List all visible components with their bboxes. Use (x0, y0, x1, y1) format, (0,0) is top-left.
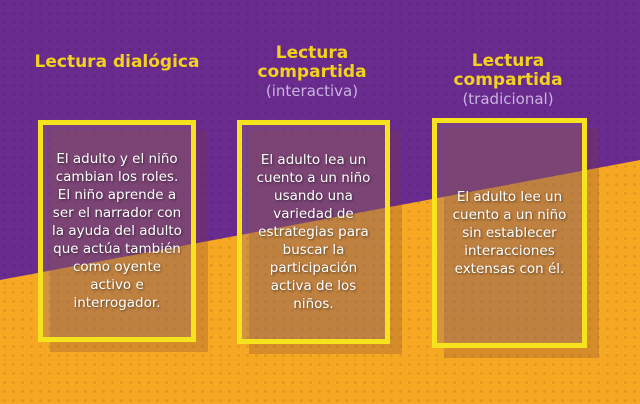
subtitle-text: (tradicional) (462, 90, 554, 108)
description-text: El adulto lea un cuento a un niño usando… (256, 152, 371, 312)
subtitle-text: (interactiva) (265, 82, 359, 100)
title-text: Lectura dialógica (34, 52, 200, 72)
description-text: El adulto y el niño cambian los roles. E… (52, 151, 182, 311)
title-text: Lectura compartida (257, 43, 367, 82)
column-1-box: El adulto y el niño cambian los roles. E… (38, 120, 196, 342)
column-3-box: El adulto lee un cuento a un niño sin es… (432, 118, 587, 348)
column-3-title: Lectura compartida (tradicional) (418, 52, 598, 109)
description-text: El adulto lee un cuento a un niño sin es… (452, 189, 567, 277)
column-2-title: Lectura compartida (interactiva) (222, 44, 402, 101)
column-2-box: El adulto lea un cuento a un niño usando… (237, 120, 390, 344)
box-shadow (249, 130, 402, 354)
box-shadow (50, 130, 208, 352)
column-1-title: Lectura dialógica (27, 53, 207, 72)
box-shadow (444, 128, 599, 358)
title-text: Lectura compartida (453, 51, 563, 90)
